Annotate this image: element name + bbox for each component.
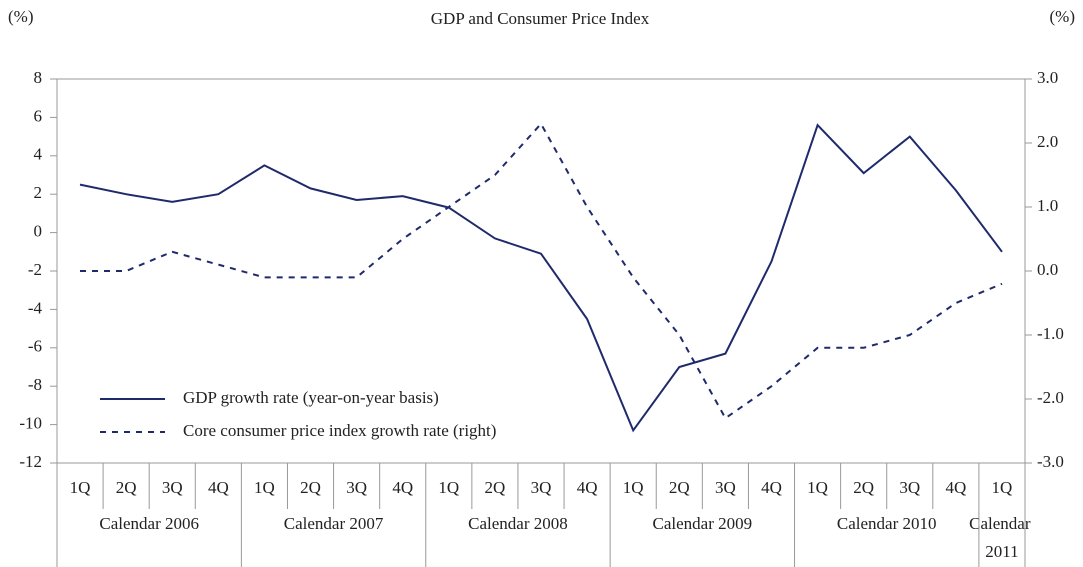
group-label: Calendar 2009 <box>653 514 753 533</box>
y-tick-label: 4 <box>34 145 43 164</box>
x-tick-label: 1Q <box>807 478 828 497</box>
group-label: Calendar 2007 <box>284 514 384 533</box>
y2-tick-label: 2.0 <box>1037 132 1058 151</box>
y-tick-label: -4 <box>28 298 43 317</box>
series-line <box>80 122 1003 420</box>
x-tick-label: 4Q <box>208 478 229 497</box>
x-tick-label: 4Q <box>392 478 413 497</box>
y-tick-label: -12 <box>19 452 42 471</box>
x-tick-label: 2Q <box>300 478 321 497</box>
x-tick-label: 2Q <box>853 478 874 497</box>
x-tick-label: 4Q <box>577 478 598 497</box>
x-tick-label: 1Q <box>992 478 1013 497</box>
y2-tick-label: -1.0 <box>1037 324 1064 343</box>
legend-label: GDP growth rate (year-on-year basis) <box>183 388 439 407</box>
group-label: Calendar 2006 <box>99 514 199 533</box>
x-tick-label: 2Q <box>669 478 690 497</box>
series-line <box>79 123 1003 433</box>
y-tick-label: 6 <box>34 106 43 125</box>
x-tick-label: 3Q <box>531 478 552 497</box>
x-tick-label: 4Q <box>761 478 782 497</box>
y2-tick-label: -2.0 <box>1037 388 1064 407</box>
y-tick-label: 2 <box>34 183 43 202</box>
x-tick-label: 1Q <box>70 478 91 497</box>
y2-axis-label: (%) <box>1050 7 1075 26</box>
x-tick-label: 1Q <box>623 478 644 497</box>
x-tick-label: 3Q <box>899 478 920 497</box>
y2-tick-label: -3.0 <box>1037 452 1064 471</box>
y-axis-label: (%) <box>8 7 33 26</box>
x-tick-label: 3Q <box>162 478 183 497</box>
y2-tick-label: 1.0 <box>1037 196 1058 215</box>
group-label: Calendar 2010 <box>837 514 937 533</box>
y2-tick-label: 0.0 <box>1037 260 1058 279</box>
y2-tick-label: 3.0 <box>1037 68 1058 87</box>
x-tick-label: 3Q <box>346 478 367 497</box>
x-tick-label: 2Q <box>116 478 137 497</box>
y-tick-label: -8 <box>28 375 42 394</box>
x-tick-label: 4Q <box>945 478 966 497</box>
x-tick-label: 2Q <box>485 478 506 497</box>
x-tick-label: 3Q <box>715 478 736 497</box>
y-tick-label: -10 <box>19 414 42 433</box>
y-tick-label: 8 <box>34 68 43 87</box>
chart-title: GDP and Consumer Price Index <box>431 9 650 28</box>
legend-label: Core consumer price index growth rate (r… <box>183 421 496 440</box>
y-tick-label: 0 <box>34 222 43 241</box>
group-label: Calendar 2008 <box>468 514 568 533</box>
y-tick-label: -6 <box>28 337 42 356</box>
x-tick-label: 1Q <box>438 478 459 497</box>
x-tick-label: 1Q <box>254 478 275 497</box>
y-tick-label: -2 <box>28 260 42 279</box>
group-label: Calendar 2011 <box>969 514 1035 561</box>
